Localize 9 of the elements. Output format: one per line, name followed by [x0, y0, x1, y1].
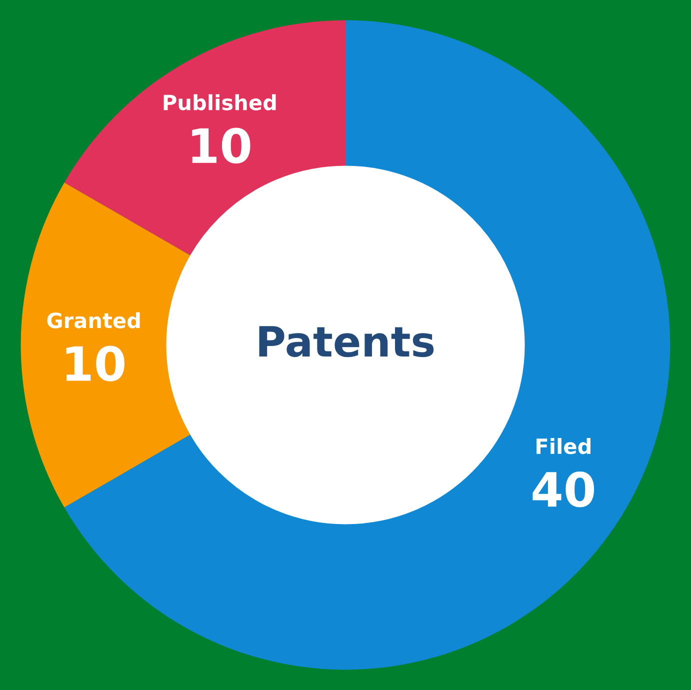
slice-label: Filed [536, 438, 590, 454]
donut-slice [20, 182, 191, 508]
data-label: 10 [66, 346, 124, 382]
data-label: 10 [192, 128, 250, 164]
text: Patents [259, 326, 434, 358]
data-label: 40 [532, 472, 594, 508]
donut-slice [64, 20, 346, 256]
slice-label: Granted [47, 312, 140, 328]
slice-label: Published [164, 94, 276, 110]
